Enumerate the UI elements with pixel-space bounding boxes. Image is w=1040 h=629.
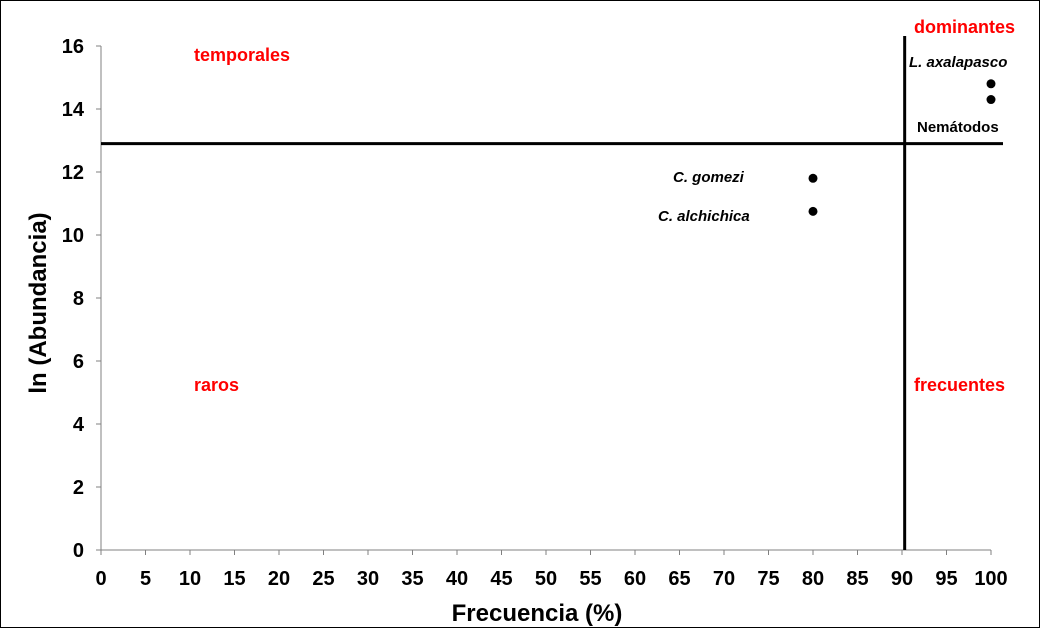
x-tick-label: 0 [95, 568, 106, 590]
x-tick-label: 10 [179, 568, 201, 590]
y-tick-label: 0 [73, 540, 84, 562]
y-tick-label: 4 [73, 414, 85, 436]
point-label-c-gomezi: C. gomezi [673, 169, 745, 186]
point-label-c-alchichica: C. alchichica [658, 208, 750, 225]
x-tick-label: 85 [846, 568, 868, 590]
y-tick-label: 6 [73, 351, 84, 373]
x-axis-ticks: 0 5 10 15 20 25 30 35 40 45 50 55 60 65 70 75 80 85 90 95 10… [95, 550, 1008, 590]
data-point [808, 173, 818, 183]
region-label-temporales: temporales [194, 45, 290, 65]
x-tick-label: 100 [974, 568, 1007, 590]
x-tick-label: 65 [668, 568, 690, 590]
x-tick-label: 20 [268, 568, 290, 590]
x-axis-title: Frecuencia (%) [452, 600, 623, 627]
data-points [808, 79, 996, 216]
y-axis-ticks: 0 2 4 6 8 10 12 14 16 [62, 36, 101, 562]
data-point [986, 95, 996, 105]
x-tick-label: 75 [757, 568, 779, 590]
y-tick-label: 8 [73, 288, 84, 310]
point-label-l-axalapasco: L. axalapasco [909, 54, 1007, 71]
x-tick-label: 50 [535, 568, 557, 590]
x-tick-label: 5 [140, 568, 151, 590]
y-tick-label: 16 [62, 36, 84, 58]
region-label-raros: raros [194, 375, 239, 395]
point-label-nematodos: Nemátodos [917, 119, 999, 136]
y-tick-label: 14 [62, 99, 85, 121]
data-point [808, 206, 818, 216]
data-point [986, 79, 996, 89]
x-tick-label: 40 [446, 568, 468, 590]
y-axis-title: ln (Abundancia) [25, 212, 52, 393]
y-tick-label: 12 [62, 162, 84, 184]
x-tick-label: 25 [312, 568, 334, 590]
x-tick-label: 90 [891, 568, 913, 590]
y-tick-label: 2 [73, 477, 84, 499]
x-tick-label: 95 [935, 568, 957, 590]
x-tick-label: 15 [223, 568, 245, 590]
region-label-dominantes: dominantes [914, 17, 1015, 37]
x-tick-label: 80 [802, 568, 824, 590]
x-tick-label: 60 [624, 568, 646, 590]
x-tick-label: 35 [401, 568, 423, 590]
x-tick-label: 70 [713, 568, 735, 590]
x-tick-label: 30 [357, 568, 379, 590]
x-tick-label: 45 [490, 568, 512, 590]
x-tick-label: 55 [579, 568, 601, 590]
y-tick-label: 10 [62, 225, 84, 247]
region-label-frecuentes: frecuentes [914, 375, 1005, 395]
